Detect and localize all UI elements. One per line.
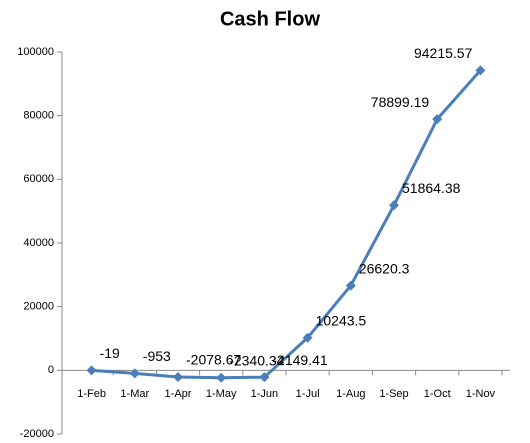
data-label: -2149.41: [272, 352, 327, 368]
y-tick-label: 80000: [23, 110, 54, 122]
data-label: -2078.67: [186, 352, 241, 368]
x-tick-label: 1-Nov: [466, 388, 496, 400]
data-label: 26620.3: [359, 260, 410, 276]
x-tick-label: 1-Jun: [251, 388, 279, 400]
x-tick-label: 1-Feb: [77, 388, 106, 400]
data-label: -19: [100, 345, 120, 361]
marker: [432, 114, 443, 125]
marker: [173, 371, 183, 382]
y-tick-label: 100000: [17, 46, 54, 58]
data-label: -953: [143, 348, 171, 364]
marker: [302, 332, 313, 343]
chart-title: Cash Flow: [220, 8, 320, 30]
x-tick-label: 1-Sep: [379, 388, 408, 400]
x-tick-label: 1-Oct: [424, 388, 451, 400]
line: [91, 69, 482, 380]
y-tick-label: 20000: [23, 301, 54, 313]
data-label: 10243.5: [316, 312, 367, 328]
marker: [389, 200, 399, 211]
y-tick-label: 40000: [23, 237, 54, 249]
x-tick-label: 1-Apr: [165, 388, 192, 400]
marker: [129, 368, 140, 379]
x-tick-label: 1-May: [206, 388, 237, 400]
marker: [216, 372, 227, 383]
marker: [86, 365, 97, 376]
y-tick-label: -20000: [20, 428, 54, 440]
x-tick-label: 1-Aug: [336, 388, 365, 400]
data-label: 94215.57: [414, 45, 473, 61]
data-label: 78899.19: [371, 94, 430, 110]
data-label: 51864.38: [402, 180, 461, 196]
marker: [345, 280, 356, 291]
y-tick-label: 60000: [23, 173, 54, 185]
marker: [475, 65, 486, 76]
marker: [259, 372, 270, 383]
data-label: -2340.34: [229, 352, 284, 368]
y-tick-label: 0: [48, 364, 54, 376]
x-tick-label: 1-Jul: [296, 388, 320, 400]
x-tick-label: 1-Mar: [120, 388, 149, 400]
